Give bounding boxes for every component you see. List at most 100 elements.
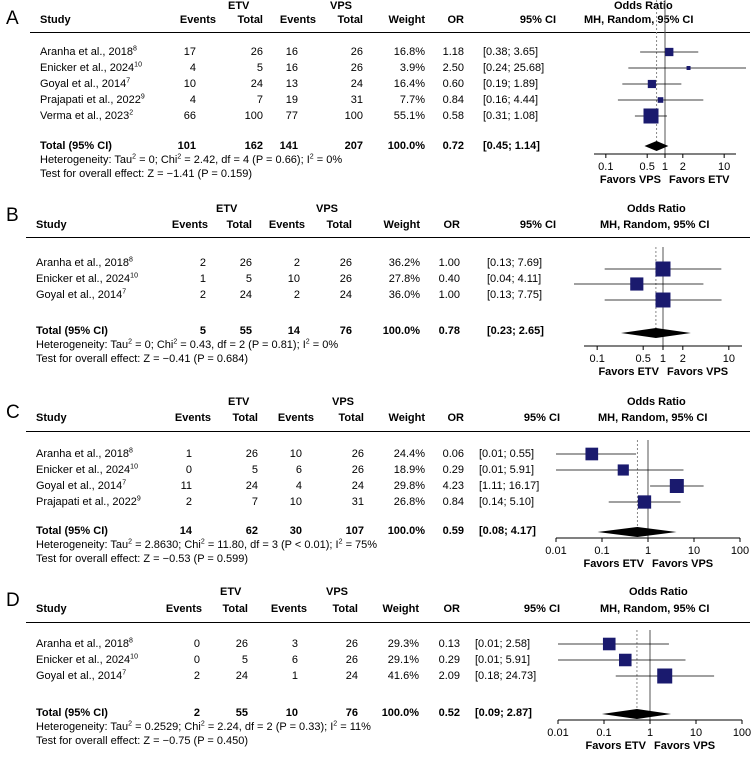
total2-cell: 24 bbox=[345, 670, 358, 682]
or-cell: 1.00 bbox=[438, 257, 460, 269]
events1-cell: 0 bbox=[193, 638, 200, 650]
ci-cell: [0.01; 5.91] bbox=[475, 654, 531, 666]
total-weight: 100.0% bbox=[381, 707, 419, 719]
events2-cell: 13 bbox=[285, 78, 298, 90]
study-square bbox=[617, 464, 629, 476]
total1-header: Total bbox=[226, 219, 252, 231]
events2-header: Events bbox=[270, 603, 307, 615]
tick-label: 2 bbox=[680, 353, 686, 365]
group2-header: VPS bbox=[330, 0, 353, 12]
events1-header: Events bbox=[165, 603, 202, 615]
events1-cell: 10 bbox=[183, 78, 196, 90]
study-name: Prajapati et al., 20229 bbox=[36, 495, 141, 508]
favors-left-label: Favors ETV bbox=[585, 740, 646, 752]
total1-cell: 26 bbox=[250, 46, 263, 58]
method-header: MH, Random, 95% CI bbox=[600, 219, 710, 231]
ci-header: 95% CI bbox=[519, 219, 556, 231]
ci-cell: [0.14; 5.10] bbox=[479, 496, 535, 508]
weight-header: Weight bbox=[383, 219, 420, 231]
total-total2: 107 bbox=[345, 525, 364, 537]
pooled-diamond bbox=[644, 141, 669, 151]
tick-label: 1 bbox=[647, 727, 653, 739]
ci-cell: [0.01; 5.91] bbox=[479, 464, 535, 476]
study-square bbox=[686, 66, 691, 70]
events1-cell: 2 bbox=[199, 289, 206, 301]
panel-label: A bbox=[6, 8, 19, 29]
weight-cell: 24.4% bbox=[393, 448, 425, 460]
weight-cell: 16.4% bbox=[393, 78, 425, 90]
total-total2: 207 bbox=[344, 140, 363, 152]
events2-cell: 10 bbox=[287, 273, 300, 285]
total-label: Total (95% CI) bbox=[36, 525, 108, 537]
weight-cell: 29.8% bbox=[393, 480, 425, 492]
total1-cell: 5 bbox=[241, 654, 248, 666]
total2-cell: 26 bbox=[345, 638, 358, 650]
events2-cell: 10 bbox=[289, 448, 302, 460]
or-title: Odds Ratio bbox=[627, 396, 686, 408]
total1-cell: 26 bbox=[239, 257, 252, 269]
total-or: 0.78 bbox=[438, 325, 460, 337]
or-title: Odds Ratio bbox=[614, 0, 673, 12]
events1-cell: 2 bbox=[199, 257, 206, 269]
forest-plot: 0.1 0.5 1 2 10 Favors ETV Favors VPS bbox=[574, 247, 742, 378]
total2-cell: 100 bbox=[344, 110, 363, 122]
group2-header: VPS bbox=[326, 586, 349, 598]
events1-cell: 11 bbox=[180, 480, 192, 492]
weight-cell: 29.1% bbox=[387, 654, 419, 666]
weight-header: Weight bbox=[388, 14, 425, 26]
weight-cell: 36.0% bbox=[388, 289, 420, 301]
favors-left-label: Favors ETV bbox=[583, 558, 644, 570]
total2-cell: 26 bbox=[339, 273, 352, 285]
total1-cell: 7 bbox=[256, 94, 263, 106]
tick-label: 10 bbox=[723, 353, 735, 365]
weight-cell: 18.9% bbox=[393, 464, 425, 476]
total2-cell: 24 bbox=[350, 78, 363, 90]
total1-cell: 26 bbox=[235, 638, 248, 650]
tick-label: 0.5 bbox=[640, 161, 655, 173]
study-square bbox=[669, 479, 684, 493]
events2-cell: 2 bbox=[293, 289, 300, 301]
total2-cell: 26 bbox=[350, 62, 363, 74]
group1-header: ETV bbox=[220, 586, 242, 598]
pooled-diamond bbox=[601, 709, 672, 719]
events2-cell: 16 bbox=[285, 46, 298, 58]
heterogeneity-text: Heterogeneity: Tau2 = 2.8630; Chi2 = 11.… bbox=[36, 538, 378, 551]
events1-cell: 0 bbox=[185, 464, 192, 476]
total-total1: 55 bbox=[239, 325, 252, 337]
total1-cell: 5 bbox=[251, 464, 258, 476]
events2-cell: 10 bbox=[289, 496, 302, 508]
panel-label: C bbox=[6, 402, 20, 423]
forest-plot: 0.01 0.1 1 10 100 Favors ETV Favors VPS bbox=[545, 440, 749, 570]
study-square bbox=[655, 261, 671, 277]
total1-cell: 100 bbox=[244, 110, 263, 122]
overall-effect-text: Test for overall effect: Z = −1.41 (P = … bbox=[40, 168, 253, 180]
total2-header: Total bbox=[337, 14, 363, 26]
ci-cell: [0.19; 1.89] bbox=[483, 78, 539, 90]
total-total1: 55 bbox=[235, 707, 248, 719]
weight-cell: 29.3% bbox=[387, 638, 419, 650]
total1-cell: 24 bbox=[250, 78, 263, 90]
ci-header: 95% CI bbox=[523, 603, 560, 615]
total-events2: 141 bbox=[279, 140, 298, 152]
overall-effect-text: Test for overall effect: Z = −0.53 (P = … bbox=[36, 553, 249, 565]
study-square bbox=[643, 108, 659, 124]
study-name: Aranha et al., 20188 bbox=[40, 45, 137, 58]
weight-header: Weight bbox=[388, 412, 425, 424]
panel-label: B bbox=[6, 205, 19, 226]
study-name: Goyal et al., 20147 bbox=[36, 479, 127, 492]
total-events1: 101 bbox=[177, 140, 196, 152]
study-name: Enicker et al., 202410 bbox=[36, 272, 138, 285]
weight-cell: 7.7% bbox=[399, 94, 425, 106]
weight-cell: 16.8% bbox=[393, 46, 425, 58]
or-cell: 0.58 bbox=[442, 110, 464, 122]
events2-header: Events bbox=[268, 219, 305, 231]
events2-cell: 2 bbox=[293, 257, 300, 269]
ci-cell: [0.38; 3.65] bbox=[483, 46, 539, 58]
or-cell: 0.06 bbox=[442, 448, 464, 460]
ci-cell: [0.31; 1.08] bbox=[483, 110, 539, 122]
tick-label: 0.01 bbox=[547, 727, 568, 739]
weight-cell: 27.8% bbox=[388, 273, 420, 285]
total2-cell: 26 bbox=[345, 654, 358, 666]
forest-panel-c: C ETV VPS Odds Ratio Study Events Total … bbox=[0, 394, 756, 579]
panel-label: D bbox=[6, 590, 20, 611]
